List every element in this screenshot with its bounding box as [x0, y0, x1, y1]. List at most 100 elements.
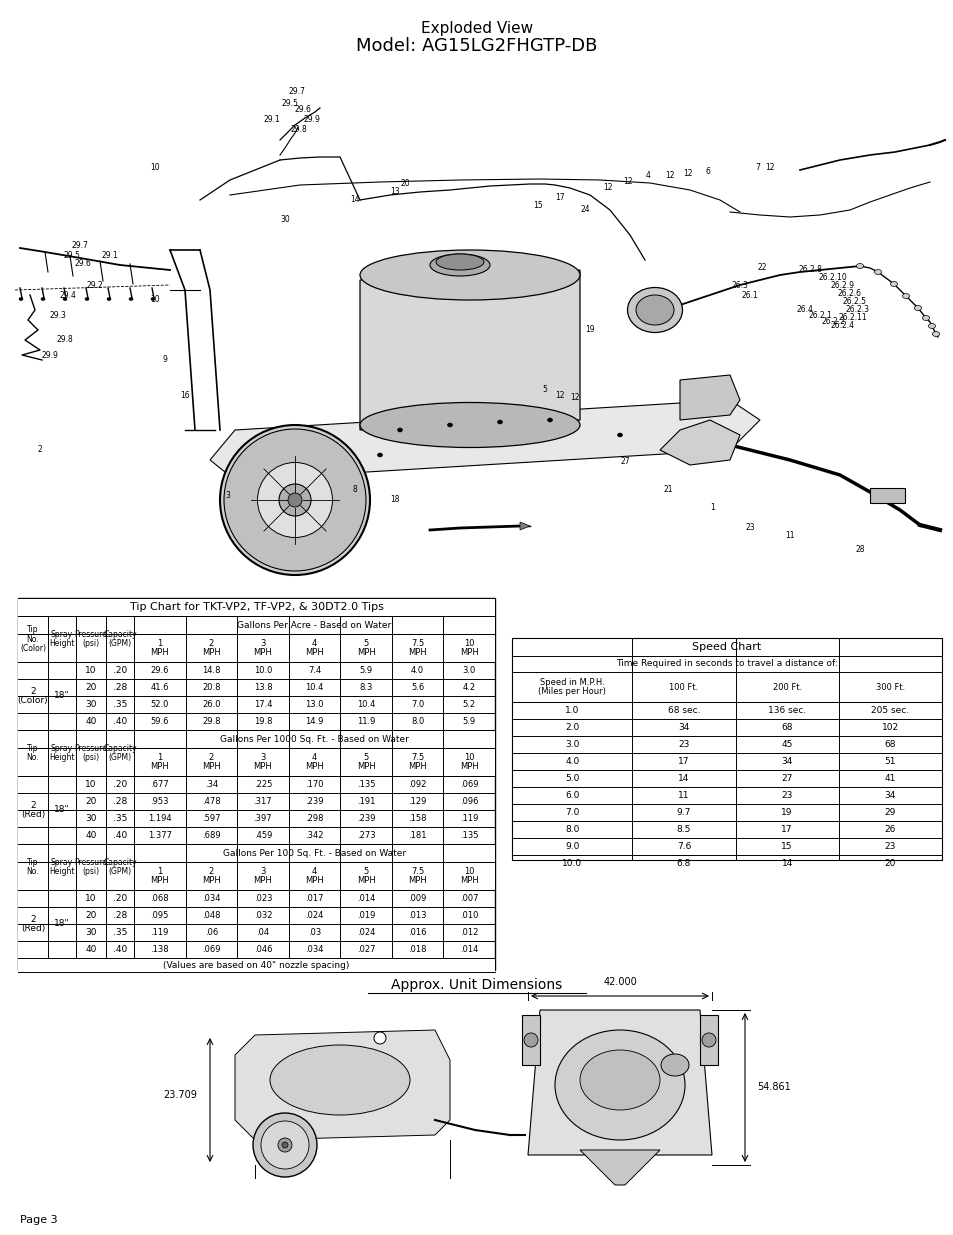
- Ellipse shape: [19, 298, 23, 300]
- Text: 40: 40: [85, 718, 96, 726]
- Text: .032: .032: [253, 911, 272, 920]
- Bar: [106, 616, 133, 662]
- Text: .239: .239: [305, 797, 323, 806]
- Text: .034: .034: [202, 894, 220, 903]
- Text: 20: 20: [399, 179, 410, 188]
- Text: .35: .35: [112, 814, 127, 823]
- Bar: [76, 616, 106, 662]
- Text: 10: 10: [85, 781, 96, 789]
- Text: 7.5
MPH: 7.5 MPH: [408, 867, 427, 885]
- Text: 2: 2: [37, 446, 42, 454]
- Text: 2
MPH: 2 MPH: [202, 753, 220, 771]
- Ellipse shape: [617, 433, 622, 437]
- Text: .20: .20: [112, 781, 127, 789]
- Ellipse shape: [257, 462, 333, 537]
- Text: .459: .459: [253, 831, 272, 840]
- Bar: [133, 748, 495, 776]
- Text: 29.3: 29.3: [50, 311, 67, 321]
- Text: 10: 10: [85, 666, 96, 676]
- Ellipse shape: [497, 420, 502, 424]
- Text: 29: 29: [883, 808, 895, 818]
- Text: 15: 15: [533, 200, 542, 210]
- Text: 14: 14: [350, 195, 359, 205]
- Text: Tip
No.
(Color): Tip No. (Color): [20, 625, 46, 653]
- Text: 5
MPH: 5 MPH: [356, 638, 375, 657]
- Text: 29.1: 29.1: [263, 116, 280, 125]
- Text: 1.194: 1.194: [148, 814, 172, 823]
- Text: 7.0: 7.0: [564, 808, 578, 818]
- Text: Model: AG15LG2FHGTP-DB: Model: AG15LG2FHGTP-DB: [355, 37, 598, 56]
- Bar: [18, 776, 48, 844]
- Bar: [18, 958, 495, 972]
- Text: Gallons Per 100 Sq. Ft. - Based on Water: Gallons Per 100 Sq. Ft. - Based on Water: [223, 848, 406, 857]
- Text: 29.6: 29.6: [74, 258, 91, 268]
- Bar: [18, 662, 48, 730]
- Ellipse shape: [278, 484, 311, 516]
- Text: .181: .181: [408, 831, 426, 840]
- Text: 3
MPH: 3 MPH: [253, 638, 272, 657]
- Text: Gallons Per 1000 Sq. Ft. - Based on Water: Gallons Per 1000 Sq. Ft. - Based on Wate…: [220, 735, 409, 743]
- Text: .239: .239: [356, 814, 375, 823]
- Text: 12: 12: [570, 394, 579, 403]
- Text: 19: 19: [584, 326, 594, 335]
- Text: 18: 18: [390, 495, 399, 505]
- Text: 2
(Red): 2 (Red): [21, 800, 45, 819]
- Text: .092: .092: [408, 781, 426, 789]
- Ellipse shape: [931, 331, 939, 336]
- Text: 34: 34: [883, 790, 895, 800]
- Text: 26.2.2: 26.2.2: [821, 317, 844, 326]
- Text: .096: .096: [459, 797, 478, 806]
- Text: 8.0: 8.0: [411, 718, 424, 726]
- Text: Pressure
(psi): Pressure (psi): [74, 857, 108, 877]
- Ellipse shape: [359, 403, 579, 447]
- Ellipse shape: [288, 493, 302, 508]
- Text: 11: 11: [784, 531, 794, 540]
- Text: 3.0: 3.0: [564, 740, 578, 748]
- Text: 10.4: 10.4: [356, 700, 375, 709]
- Bar: [48, 730, 76, 776]
- Text: Pressure
(psi): Pressure (psi): [74, 630, 108, 648]
- Ellipse shape: [436, 254, 483, 270]
- Bar: [76, 844, 106, 890]
- Text: 12: 12: [555, 390, 564, 399]
- Text: .119: .119: [151, 927, 169, 937]
- Text: 9.0: 9.0: [564, 842, 578, 851]
- Text: 10: 10: [150, 295, 160, 305]
- Text: 26.2.8: 26.2.8: [798, 266, 821, 274]
- Text: .04: .04: [256, 927, 269, 937]
- Text: 40: 40: [85, 945, 96, 953]
- Text: .023: .023: [253, 894, 272, 903]
- Text: .35: .35: [112, 927, 127, 937]
- Ellipse shape: [856, 263, 862, 268]
- Ellipse shape: [374, 1032, 386, 1044]
- Text: 4
MPH: 4 MPH: [305, 638, 323, 657]
- Text: 29.8: 29.8: [291, 126, 307, 135]
- Text: 45: 45: [781, 740, 792, 748]
- Text: 26.2.1: 26.2.1: [807, 311, 831, 321]
- Text: 29.8: 29.8: [56, 336, 73, 345]
- Text: 68: 68: [781, 722, 792, 732]
- Ellipse shape: [129, 298, 132, 300]
- Text: 26.1: 26.1: [740, 290, 758, 300]
- Bar: [18, 598, 495, 969]
- Ellipse shape: [660, 1053, 688, 1076]
- Text: .009: .009: [408, 894, 426, 903]
- Bar: [18, 616, 48, 662]
- Text: 7.0: 7.0: [411, 700, 424, 709]
- Ellipse shape: [220, 425, 370, 576]
- Text: 23: 23: [678, 740, 689, 748]
- Text: 23: 23: [744, 524, 754, 532]
- Text: 5
MPH: 5 MPH: [356, 753, 375, 771]
- Text: .317: .317: [253, 797, 272, 806]
- Text: 19: 19: [781, 808, 792, 818]
- Text: .40: .40: [112, 945, 127, 953]
- Bar: [106, 730, 133, 776]
- Text: 29.9: 29.9: [42, 351, 58, 359]
- Ellipse shape: [902, 294, 908, 299]
- Text: 23.709: 23.709: [163, 1091, 196, 1100]
- Text: 8.3: 8.3: [359, 683, 373, 692]
- Polygon shape: [527, 1010, 711, 1155]
- Bar: [18, 616, 495, 634]
- Text: 10.0: 10.0: [253, 666, 272, 676]
- Text: 29.1: 29.1: [102, 251, 118, 259]
